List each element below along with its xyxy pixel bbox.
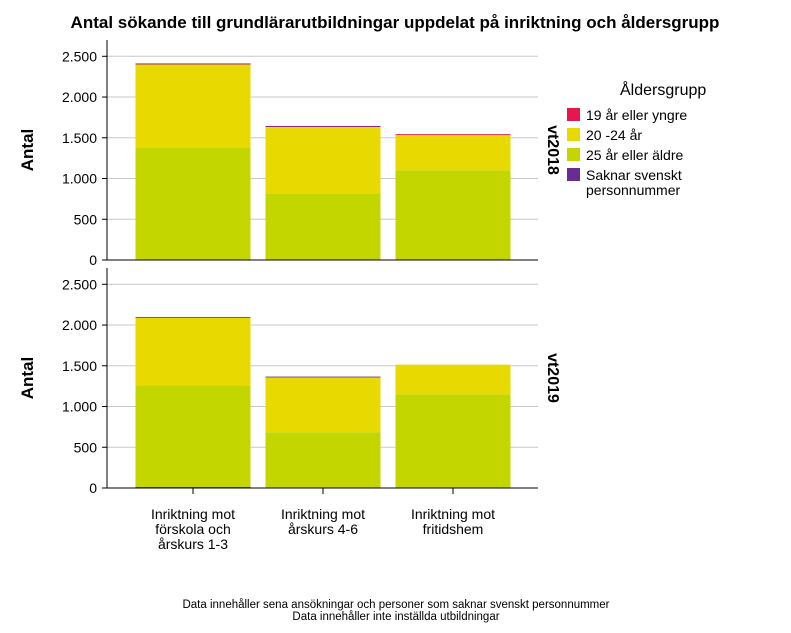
y-tick-label: 2.500 xyxy=(62,276,97,292)
legend-items: 19 år eller yngre 20 -24 år 25 år eller äl… xyxy=(567,107,687,198)
legend-title: Åldersgrupp xyxy=(620,80,706,99)
legend-item: 20 -24 år xyxy=(567,127,642,143)
x-tick-label: Inriktning mot förskola och årskurs 1-3 xyxy=(151,506,235,552)
bar-segment xyxy=(135,147,251,260)
legend-item: 19 år eller yngre xyxy=(567,107,687,123)
x-tick-label: Inriktning mot fritidshem xyxy=(411,506,495,537)
y-tick-label: 1.000 xyxy=(62,171,97,187)
y-tick-label: 0 xyxy=(89,480,97,496)
legend-label: 20 -24 år xyxy=(586,127,642,143)
bar-segment xyxy=(135,385,251,488)
bar-segment xyxy=(265,376,381,433)
footnotes: Data innehåller sena ansökningar och per… xyxy=(182,599,609,623)
footnote: Data innehåller inte inställda utbildnin… xyxy=(292,611,499,623)
y-tick-label: 2.500 xyxy=(62,48,97,64)
panel-label: vt2019 xyxy=(544,353,561,403)
bar-segment xyxy=(395,134,511,135)
y-tick-label: 0 xyxy=(89,252,97,268)
bar-segment xyxy=(395,394,511,488)
bar-segment xyxy=(265,194,381,260)
legend-swatch xyxy=(567,128,580,141)
legend-label: 19 år eller yngre xyxy=(586,107,687,123)
bar-segment xyxy=(265,376,381,378)
bar-segment xyxy=(265,126,381,194)
panel-label: vt2018 xyxy=(544,125,561,175)
panel-vt2019: 0 500 1.000 1.500 2.000 2.500 Antal vt2019 xyxy=(18,268,561,496)
legend-item: Saknar svenskt personnummer xyxy=(567,167,682,198)
bar-segment xyxy=(395,364,511,395)
legend-label: Saknar svenskt personnummer xyxy=(586,167,682,198)
y-tick-label: 500 xyxy=(74,211,98,227)
bar-segment xyxy=(265,125,381,127)
bar-segment xyxy=(135,63,251,65)
legend: Åldersgrupp 19 år eller yngre 20 -24 år 25… xyxy=(567,80,706,198)
bar-segment xyxy=(395,170,511,260)
y-axis-title: Antal xyxy=(18,357,37,400)
x-tick-label: Inriktning mot årskurs 4-6 xyxy=(281,506,365,537)
category-labels: Inriktning mot förskola och årskurs 1-3 Inr… xyxy=(151,488,495,552)
bar-segment xyxy=(135,317,251,386)
y-tick-label: 1.500 xyxy=(62,358,97,374)
chart-panels: 0 500 1.000 1.500 2.000 2.500 Antal vt2018 0 500 1… xyxy=(18,40,561,496)
y-axis-title: Antal xyxy=(18,129,37,172)
y-tick-label: 1.000 xyxy=(62,399,97,415)
legend-swatch xyxy=(567,168,580,181)
y-tick-label: 2.000 xyxy=(62,317,97,333)
bar-segment xyxy=(135,64,251,148)
chart-title: Antal sökande till grundlärarutbildninga… xyxy=(71,13,720,32)
legend-swatch xyxy=(567,148,580,161)
panel-vt2018: 0 500 1.000 1.500 2.000 2.500 Antal vt2018 xyxy=(18,40,561,268)
bar-segment xyxy=(265,432,381,488)
legend-label: 25 år eller äldre xyxy=(586,147,683,163)
y-tick-label: 1.500 xyxy=(62,130,97,146)
legend-swatch xyxy=(567,108,580,121)
footnote: Data innehåller sena ansökningar och per… xyxy=(182,599,609,611)
y-tick-label: 2.000 xyxy=(62,89,97,105)
bar-segment xyxy=(395,134,511,171)
y-tick-label: 500 xyxy=(74,439,98,455)
legend-item: 25 år eller äldre xyxy=(567,147,683,163)
bar-segment xyxy=(135,316,251,318)
